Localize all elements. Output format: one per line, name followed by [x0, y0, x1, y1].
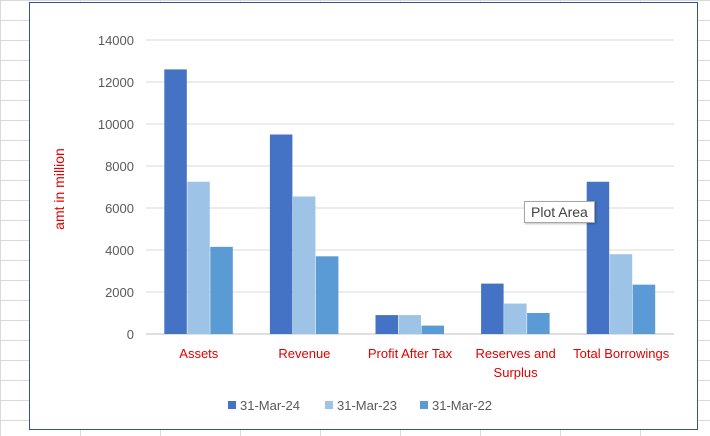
x-category-label: Revenue	[278, 346, 330, 361]
y-tick-label: 6000	[105, 201, 134, 216]
bar[interactable]: 31-Mar-22 · Total Borrowings: 2350	[632, 284, 656, 334]
x-axis-categories: Assets Revenue Profit After Tax Reserves an…	[179, 346, 669, 380]
y-tick-label: 8000	[105, 159, 134, 174]
bar[interactable]: 31-Mar-24 · Profit After Tax: 900	[375, 315, 399, 334]
y-axis-ticks: 0 2000 4000 6000 8000 10000 12000 14000	[98, 33, 134, 342]
bar[interactable]: 31-Mar-22 · Profit After Tax: 400	[421, 325, 445, 334]
gridlines	[146, 39, 674, 335]
x-category-label: Assets	[179, 346, 219, 361]
bar[interactable]: 31-Mar-22 · Reserves and Surplus: 1000	[527, 313, 550, 334]
y-tick-label: 12000	[98, 75, 134, 90]
x-category-label: Total Borrowings	[573, 346, 670, 361]
y-axis-title: amt in million	[51, 148, 67, 230]
bar[interactable]: 31-Mar-23 · Total Borrowings: 3800	[609, 254, 633, 334]
bar[interactable]: 31-Mar-24 · Reserves and Surplus: 2400	[481, 283, 504, 334]
legend-swatch	[325, 401, 333, 409]
plot-area[interactable]: 31-Mar-24 · Assets: 1260031-Mar-23 · Ass…	[164, 69, 656, 335]
x-category-label: Reserves and	[475, 346, 555, 361]
y-tick-label: 4000	[105, 243, 134, 258]
y-tick-label: 14000	[98, 33, 134, 48]
bar[interactable]: 31-Mar-24 · Revenue: 9500	[269, 134, 293, 335]
x-category-label: Profit After Tax	[368, 346, 453, 361]
bar[interactable]: 31-Mar-23 · Reserves and Surplus: 1450	[504, 303, 527, 334]
bar[interactable]: 31-Mar-23 · Assets: 7250	[187, 181, 210, 334]
legend-label[interactable]: 31-Mar-23	[337, 398, 397, 413]
bar[interactable]: 31-Mar-24 · Assets: 12600	[164, 69, 187, 335]
y-tick-label: 10000	[98, 117, 134, 132]
bar[interactable]: 31-Mar-22 · Assets: 4150	[210, 246, 233, 334]
legend-swatch	[228, 401, 236, 409]
y-tick-label: 2000	[105, 285, 134, 300]
bar[interactable]: 31-Mar-22 · Revenue: 3700	[315, 256, 339, 334]
bar[interactable]: 31-Mar-23 · Profit After Tax: 900	[398, 315, 422, 334]
legend[interactable]: 31-Mar-24 31-Mar-23 31-Mar-22	[228, 398, 492, 413]
chart-area[interactable]: 0 2000 4000 6000 8000 10000 12000 14000 31-Mar-…	[29, 2, 698, 430]
legend-swatch	[420, 401, 428, 409]
legend-label[interactable]: 31-Mar-24	[240, 398, 300, 413]
bar[interactable]: 31-Mar-23 · Revenue: 6550	[292, 196, 316, 334]
x-category-label: Surplus	[494, 365, 539, 380]
y-tick-label: 0	[127, 327, 134, 342]
plot-area-tooltip: Plot Area	[524, 201, 595, 223]
bar-chart[interactable]: 0 2000 4000 6000 8000 10000 12000 14000 31-Mar-…	[30, 3, 699, 431]
legend-label[interactable]: 31-Mar-22	[432, 398, 492, 413]
